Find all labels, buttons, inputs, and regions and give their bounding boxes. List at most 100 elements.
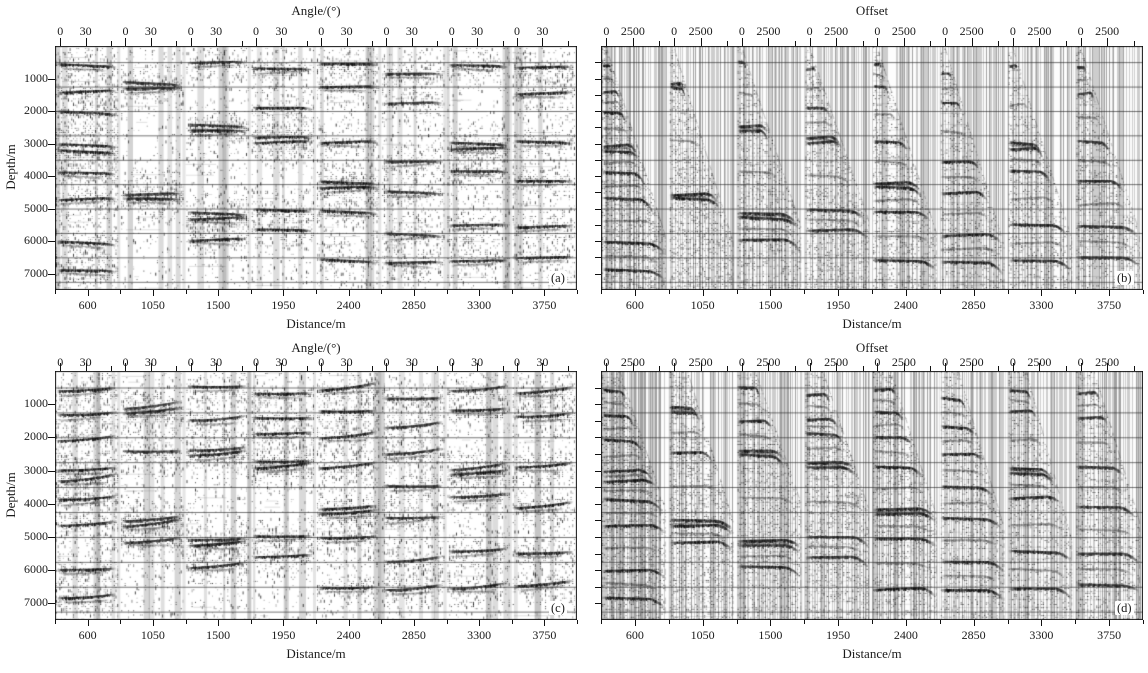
x-tick-label: 1050 <box>140 628 165 642</box>
top-tick-label: 2500 <box>891 355 916 369</box>
tick-mark <box>768 38 770 46</box>
tick-mark <box>606 38 608 46</box>
tick-mark <box>632 363 634 371</box>
tick-mark <box>836 363 838 371</box>
tick-mark <box>411 363 413 371</box>
x-tick-label: 600 <box>78 298 97 312</box>
tick-mark <box>511 290 513 294</box>
top-tick-label: 30 <box>340 355 353 369</box>
tick-mark <box>595 94 601 96</box>
tick-mark <box>152 620 154 626</box>
tick-mark <box>1107 363 1109 371</box>
top-tick-label: 0 <box>448 355 455 369</box>
x-tick-label: 600 <box>625 628 644 642</box>
x-tick-label: 3300 <box>1029 628 1054 642</box>
top-tick-label: 2500 <box>959 355 984 369</box>
tick-mark <box>48 78 55 80</box>
panel-corner-label: (a) <box>549 271 567 285</box>
top-tick-label: 0 <box>942 355 949 369</box>
y-tick-label: 1000 <box>24 396 48 411</box>
tick-mark <box>250 290 252 294</box>
tick-mark <box>903 38 905 46</box>
top-tick-label: 0 <box>738 24 745 38</box>
top-tick-label: 0 <box>187 355 194 369</box>
tick-mark <box>87 620 89 626</box>
tick-mark <box>1080 363 1082 371</box>
tick-mark <box>542 363 544 371</box>
tick-mark <box>939 620 941 624</box>
tick-mark <box>60 38 62 46</box>
tick-mark <box>595 192 601 194</box>
tick-mark <box>595 241 601 243</box>
tick-mark <box>595 387 601 389</box>
tick-mark <box>838 290 840 296</box>
tick-mark <box>702 290 704 296</box>
top-tick-label: 0 <box>1009 355 1016 369</box>
tick-mark <box>809 38 811 46</box>
top-tick-label: 0 <box>671 24 678 38</box>
top-tick-label: 2500 <box>1095 355 1120 369</box>
tick-mark <box>48 241 55 243</box>
tick-mark <box>1143 290 1144 294</box>
x-axis-title: Distance/m <box>286 646 346 661</box>
top-tick-label: 0 <box>874 24 881 38</box>
tick-mark <box>544 620 546 626</box>
top-tick-label: 0 <box>806 355 813 369</box>
tick-mark <box>451 363 453 371</box>
tick-mark <box>595 553 601 555</box>
x-tick-label: 1950 <box>271 298 296 312</box>
top-tick-label: 2500 <box>688 355 713 369</box>
tick-mark <box>700 363 702 371</box>
tick-mark <box>804 290 806 294</box>
top-tick-label: 0 <box>318 24 325 38</box>
tick-mark <box>316 620 317 624</box>
y-tick-label: 1000 <box>24 70 48 85</box>
tick-mark <box>595 62 601 64</box>
tick-mark <box>1039 38 1041 46</box>
tick-mark <box>606 363 608 371</box>
panel-d-seismic-canvas <box>601 371 1143 620</box>
tick-mark <box>542 38 544 46</box>
x-tick-label: 1050 <box>690 628 715 642</box>
y-tick-label: 7000 <box>24 265 48 280</box>
tick-mark <box>281 38 283 46</box>
tick-mark <box>595 273 601 275</box>
tick-mark <box>120 290 122 294</box>
tick-mark <box>1107 38 1109 46</box>
tick-mark <box>601 620 602 624</box>
tick-mark <box>48 143 55 145</box>
tick-mark <box>1075 290 1077 294</box>
tick-mark <box>48 111 55 113</box>
y-tick-label: 4000 <box>24 495 48 510</box>
top-tick-label: 0 <box>57 24 64 38</box>
x-tick-label: 3300 <box>467 298 492 312</box>
tick-mark <box>190 38 192 46</box>
tick-mark <box>386 363 388 371</box>
x-tick-label: 1500 <box>758 628 783 642</box>
tick-mark <box>283 290 285 296</box>
top-tick-label: 0 <box>252 355 259 369</box>
tick-mark <box>120 620 122 624</box>
top-tick-label: 0 <box>738 355 745 369</box>
x-axis-title: Distance/m <box>286 316 346 331</box>
tick-mark <box>85 38 87 46</box>
top-axis-title: Angle/(°) <box>291 340 341 355</box>
y-tick-label: 4000 <box>24 168 48 183</box>
tick-mark <box>477 38 479 46</box>
top-tick-label: 2500 <box>1027 355 1052 369</box>
top-tick-label: 0 <box>513 24 520 38</box>
x-tick-label: 2850 <box>961 628 986 642</box>
tick-mark <box>511 620 513 624</box>
tick-mark <box>185 620 187 624</box>
y-tick-label: 3000 <box>24 135 48 150</box>
tick-mark <box>437 41 439 46</box>
tick-mark <box>1109 290 1111 296</box>
panel-corner-label: (b) <box>1115 271 1134 285</box>
top-tick-label: 0 <box>383 355 390 369</box>
tick-mark <box>1041 290 1043 296</box>
top-axis-title: Angle/(°) <box>291 3 341 18</box>
tick-mark <box>595 487 601 489</box>
tick-mark <box>283 620 285 626</box>
tick-mark <box>674 38 676 46</box>
